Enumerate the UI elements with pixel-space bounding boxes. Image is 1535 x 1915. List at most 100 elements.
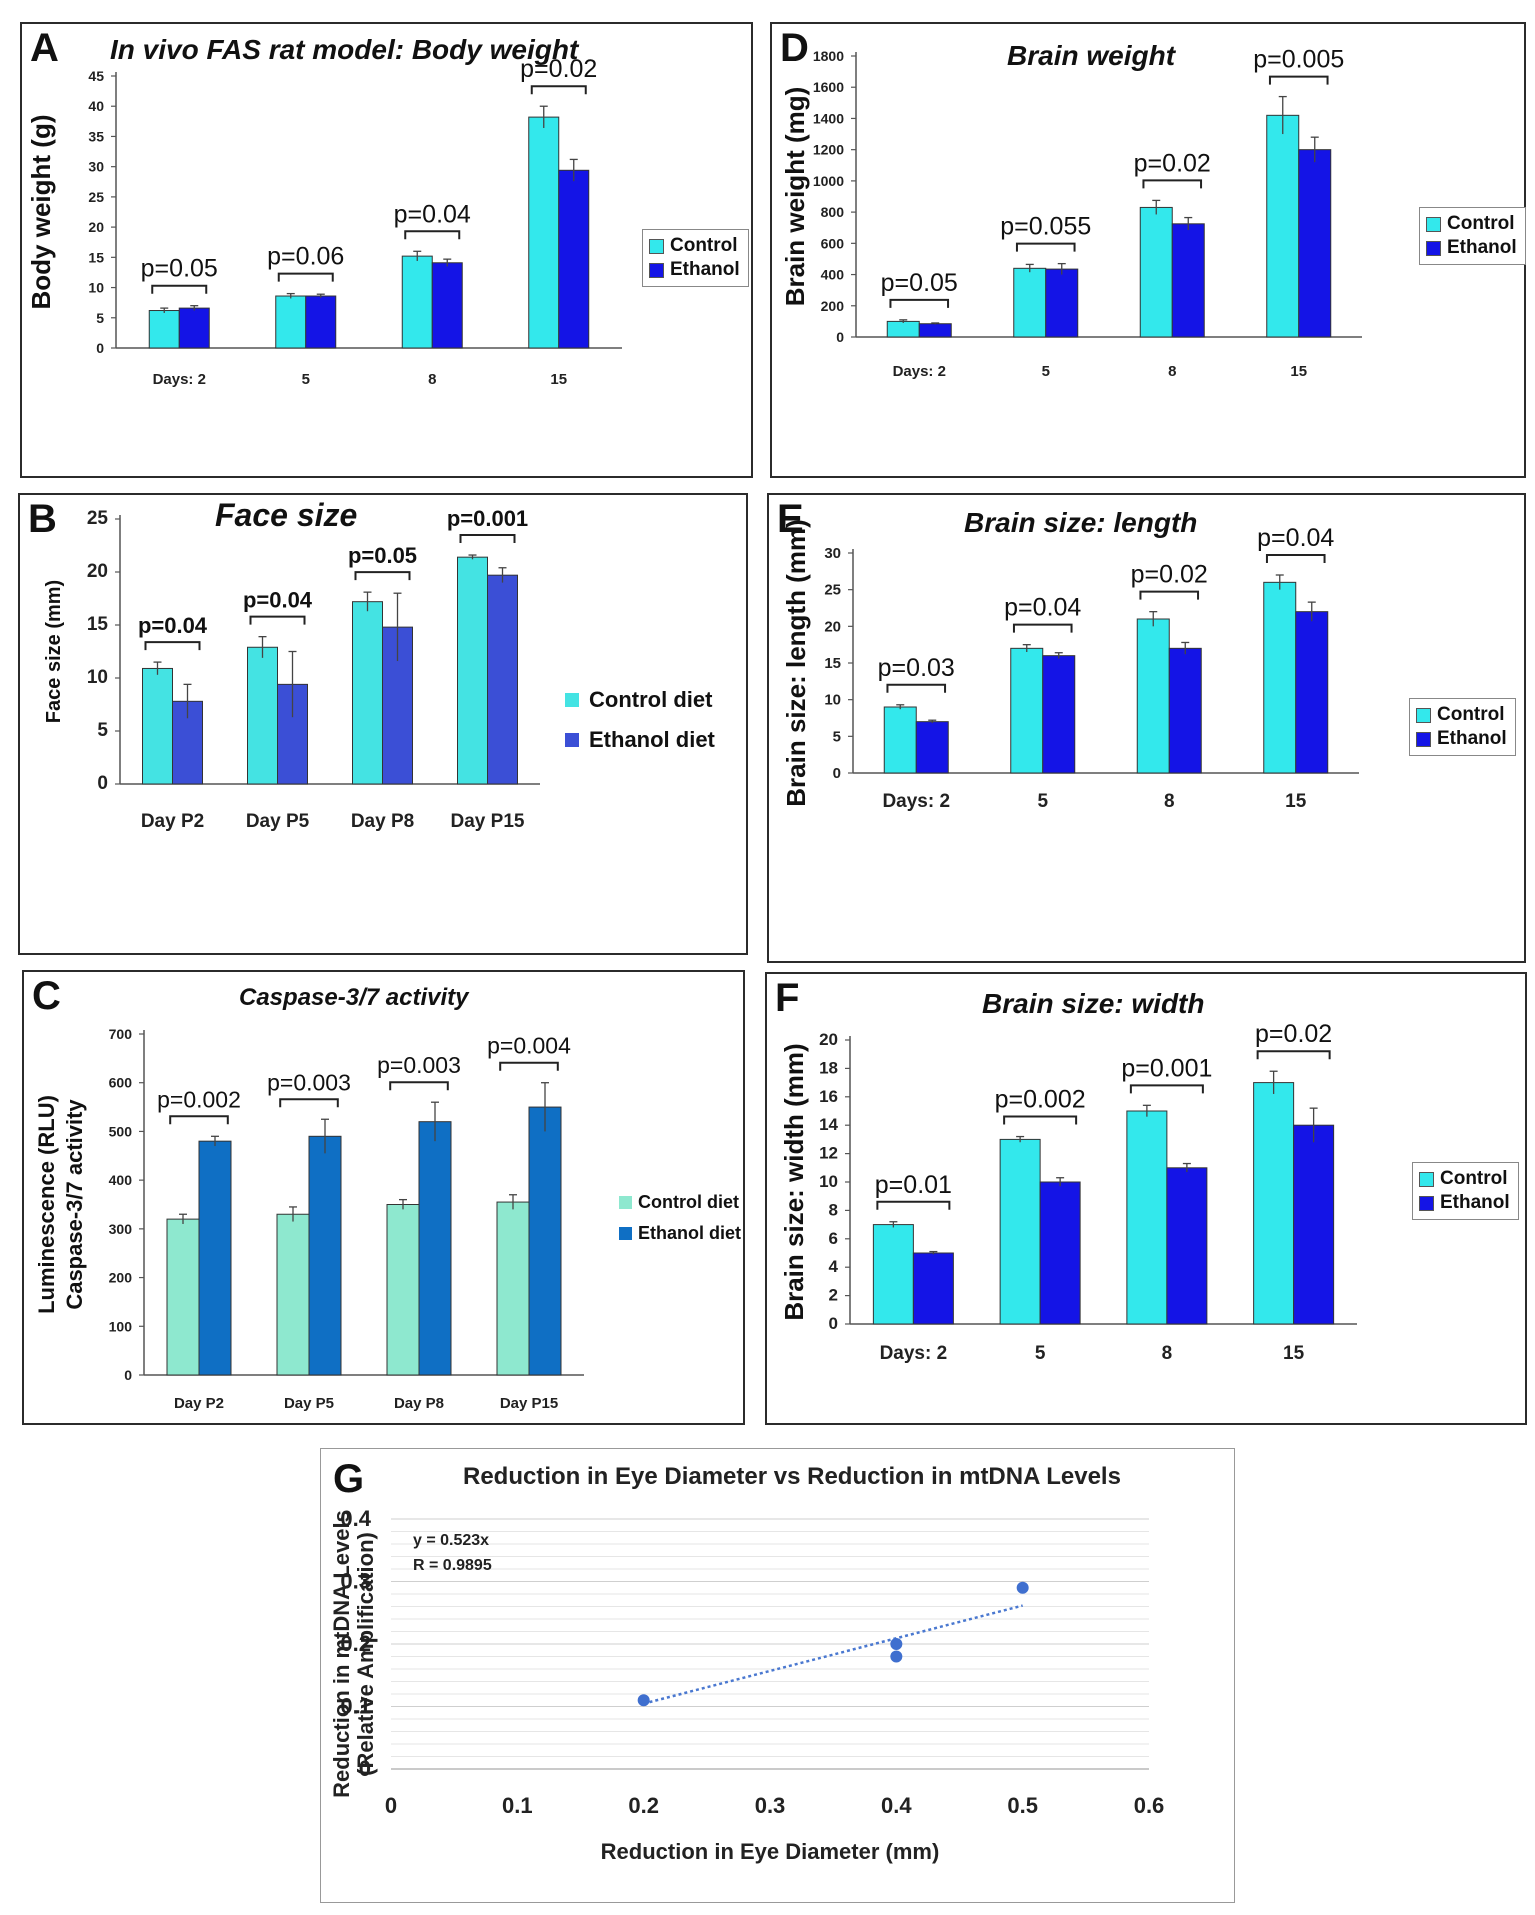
y-tick-label: 1800 xyxy=(813,48,844,64)
x-tick-label: 0 xyxy=(385,1793,397,1818)
swatch-ethanol xyxy=(1416,731,1431,747)
legend-label: Ethanol diet xyxy=(589,727,715,752)
panel-a: A In vivo FAS rat model: Body weight 0 5 1… xyxy=(20,22,753,478)
legend: Control Ethanol xyxy=(1412,1162,1519,1220)
bar-control xyxy=(1126,1110,1168,1325)
legend-item-control: Control xyxy=(1426,213,1517,235)
chart-title: Face size xyxy=(215,497,358,533)
bar-ethanol xyxy=(431,262,463,349)
y-tick-label: 100 xyxy=(109,1318,133,1334)
p-value-label: p=0.02 xyxy=(1134,149,1211,177)
legend-item-control: Control diet xyxy=(565,687,715,713)
bar-control xyxy=(883,706,917,774)
legend-item-control: Control xyxy=(1416,704,1507,726)
legend-label: Ethanol xyxy=(670,259,740,280)
panel-f: F Brain size: width 0 2 4 6 8 10 12 14 16 18 20 Bra… xyxy=(765,972,1527,1425)
y-axis-label: Face size (mm) xyxy=(43,580,65,723)
p-value-label: p=0.01 xyxy=(875,1171,952,1199)
legend-label: Control diet xyxy=(589,687,713,712)
p-value-label: p=0.003 xyxy=(267,1069,351,1095)
bar-control xyxy=(528,116,560,349)
legend-item-control: Control xyxy=(1419,1168,1510,1190)
y-tick-label: 14 xyxy=(819,1115,838,1134)
category-label: 8 xyxy=(428,371,436,388)
y-tick-label: 0 xyxy=(359,1756,371,1781)
significance-bracket xyxy=(1003,1115,1078,1125)
bar-control xyxy=(457,556,488,785)
x-tick-label: 0.1 xyxy=(502,1793,533,1818)
p-value-label: p=0.03 xyxy=(878,654,955,682)
category-label: 5 xyxy=(1042,363,1050,380)
y-tick-label: 10 xyxy=(819,1172,838,1191)
y-tick-label: 4 xyxy=(829,1257,839,1276)
bar-control xyxy=(1253,1082,1295,1325)
panel-label: E xyxy=(777,497,804,541)
y-tick-label: 10 xyxy=(87,667,108,688)
category-label: Day P2 xyxy=(141,811,204,832)
y-axis-label-2: (Relative Amplification) xyxy=(353,1532,378,1776)
category-label: Day P2 xyxy=(174,1395,224,1412)
y-tick-label: 1600 xyxy=(813,79,844,95)
y-tick-label: 0 xyxy=(97,773,108,794)
panel-g: G Reduction in Eye Diameter vs Reduction… xyxy=(320,1448,1235,1903)
data-point xyxy=(1016,1581,1029,1594)
y-tick-label: 8 xyxy=(829,1200,838,1219)
y-tick-label: 1400 xyxy=(813,110,844,126)
bar-ethanol xyxy=(308,1135,342,1376)
y-axis-label: Brain size: width (mm) xyxy=(779,1043,809,1320)
significance-bracket xyxy=(389,1081,449,1091)
legend: Control diet Ethanol diet xyxy=(565,673,715,767)
bar-control xyxy=(1010,647,1044,774)
y-tick-label: 35 xyxy=(88,128,104,144)
legend-label: Control diet xyxy=(638,1192,739,1212)
y-tick-label: 1000 xyxy=(813,173,844,189)
swatch-control xyxy=(565,693,579,707)
legend-item-ethanol: Ethanol xyxy=(649,259,740,281)
bar-control xyxy=(275,295,307,349)
significance-bracket xyxy=(249,615,306,625)
swatch-control xyxy=(1426,216,1441,232)
significance-bracket xyxy=(876,1200,951,1210)
category-label: Day P5 xyxy=(284,1395,334,1412)
panel-label: C xyxy=(32,974,61,1018)
bar-control xyxy=(999,1138,1041,1325)
bar-control xyxy=(247,646,278,785)
data-point xyxy=(890,1650,903,1663)
legend: Control Ethanol xyxy=(1419,207,1526,265)
bar-ethanol xyxy=(915,721,949,774)
significance-bracket xyxy=(1256,1050,1331,1060)
panel-b: B Face size 0 5 10 15 20 25 Face size (mm) p=0.… xyxy=(18,493,748,955)
y-axis-label: Brain weight (mg) xyxy=(780,87,810,307)
y-tick-label: 0 xyxy=(829,1314,838,1333)
y-tick-label: 12 xyxy=(819,1144,838,1163)
significance-bracket xyxy=(404,230,461,240)
category-label: Day P8 xyxy=(394,1395,444,1412)
chart-b: 0 5 10 15 20 25 Face size (mm) p=0.04 Day P2 p=0.… xyxy=(43,506,540,832)
p-value-label: p=0.005 xyxy=(1253,46,1344,74)
bar-ethanol xyxy=(1293,1124,1335,1325)
legend: Control diet Ethanol diet xyxy=(619,1182,741,1254)
y-tick-label: 2 xyxy=(829,1286,838,1305)
bar-control xyxy=(276,1213,310,1376)
bar-control xyxy=(1013,267,1047,338)
y-tick-label: 45 xyxy=(88,68,104,84)
y-tick-label: 0.2 xyxy=(340,1631,371,1656)
y-tick-label: 5 xyxy=(97,720,108,741)
y-tick-label: 10 xyxy=(88,280,104,296)
bar-control xyxy=(496,1201,530,1376)
x-tick-label: 0.5 xyxy=(1007,1793,1038,1818)
y-tick-label: 700 xyxy=(109,1026,133,1042)
bar-ethanol xyxy=(912,1252,954,1325)
category-label: Day P15 xyxy=(500,1395,558,1412)
bar-control xyxy=(1266,114,1300,338)
category-label: 8 xyxy=(1162,1343,1173,1364)
y-tick-label: 5 xyxy=(96,310,104,326)
significance-bracket xyxy=(886,683,947,693)
bar-ethanol xyxy=(1042,655,1076,774)
category-label: 15 xyxy=(1283,1343,1305,1364)
chart-title: In vivo FAS rat model: Body weight xyxy=(110,34,579,65)
p-value-label: p=0.02 xyxy=(1255,1020,1332,1048)
legend-label: Ethanol diet xyxy=(638,1223,741,1243)
swatch-ethanol xyxy=(565,733,579,747)
significance-bracket xyxy=(354,571,411,581)
